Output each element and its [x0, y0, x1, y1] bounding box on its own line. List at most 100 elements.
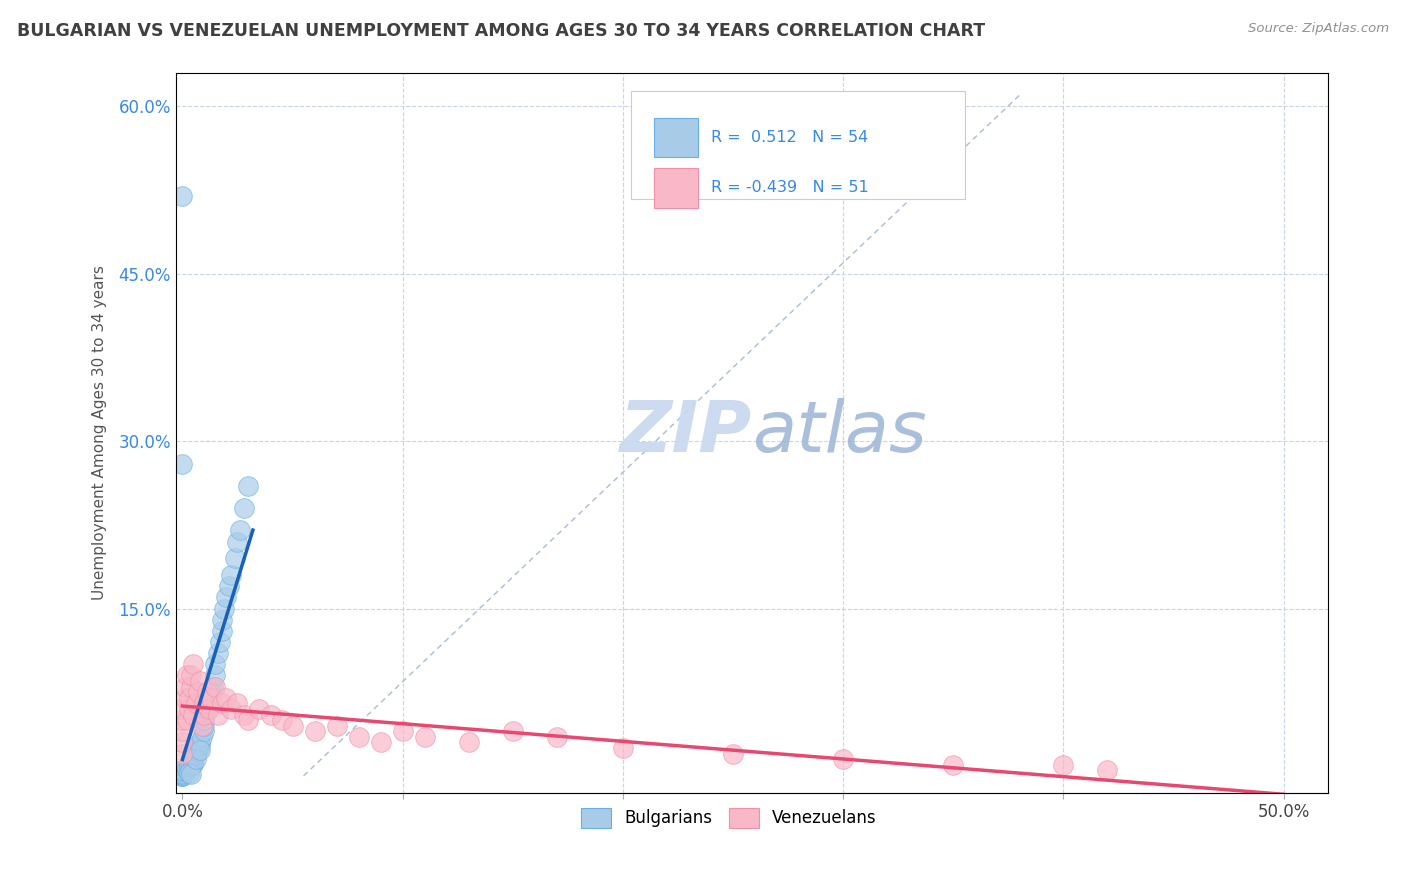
Point	[193, 713, 215, 727]
Bar	[654, 118, 697, 157]
Point	[172, 747, 194, 761]
Point	[188, 674, 211, 689]
Point	[325, 719, 347, 733]
Point	[224, 551, 246, 566]
Point	[188, 743, 211, 757]
Point	[173, 690, 195, 705]
Point	[721, 747, 744, 761]
Point	[219, 702, 242, 716]
Point	[193, 724, 215, 739]
Legend: Bulgarians, Venezuelans: Bulgarians, Venezuelans	[574, 801, 883, 835]
Point	[198, 697, 221, 711]
Point	[187, 744, 209, 758]
Point	[176, 713, 198, 727]
Point	[176, 764, 198, 778]
Point	[546, 730, 568, 744]
Point	[183, 748, 205, 763]
Point	[183, 756, 205, 770]
Point	[183, 752, 205, 766]
Point	[172, 765, 194, 780]
Point	[204, 668, 226, 682]
Point	[304, 724, 326, 739]
Point	[219, 568, 242, 582]
Point	[214, 601, 236, 615]
Point	[204, 657, 226, 672]
Point	[238, 479, 260, 493]
Point	[207, 646, 229, 660]
Point	[502, 724, 524, 739]
Point	[172, 724, 194, 739]
Point	[238, 713, 260, 727]
Point	[183, 756, 205, 771]
Point	[177, 761, 200, 775]
Point	[198, 690, 221, 705]
Point	[942, 757, 965, 772]
Point	[211, 613, 233, 627]
Point	[180, 757, 202, 772]
Text: ZIP: ZIP	[620, 399, 752, 467]
Point	[176, 668, 198, 682]
Point	[198, 702, 221, 716]
Point	[173, 680, 195, 694]
Point	[215, 591, 238, 605]
Point	[180, 766, 202, 780]
Point	[195, 702, 218, 716]
Point	[172, 188, 194, 202]
Point	[187, 685, 209, 699]
Point	[191, 719, 214, 733]
Text: atlas: atlas	[752, 399, 927, 467]
Point	[191, 730, 214, 744]
Point	[413, 730, 436, 744]
Point	[187, 741, 209, 756]
Point	[228, 524, 250, 538]
Point	[259, 707, 281, 722]
Point	[184, 747, 207, 761]
Point	[177, 690, 200, 705]
Point	[183, 657, 205, 672]
Text: R =  0.512   N = 54: R = 0.512 N = 54	[711, 130, 869, 145]
Point	[172, 735, 194, 749]
Point	[202, 680, 225, 694]
Point	[211, 624, 233, 638]
Point	[172, 766, 194, 780]
Point	[193, 707, 215, 722]
Point	[204, 680, 226, 694]
Point	[233, 501, 256, 516]
Bar	[654, 168, 697, 208]
Point	[180, 680, 202, 694]
Point	[177, 760, 200, 774]
Point	[176, 762, 198, 776]
Y-axis label: Unemployment Among Ages 30 to 34 years: Unemployment Among Ages 30 to 34 years	[93, 266, 107, 600]
Point	[172, 769, 194, 783]
Text: Source: ZipAtlas.com: Source: ZipAtlas.com	[1249, 22, 1389, 36]
Point	[270, 713, 292, 727]
Point	[180, 759, 202, 773]
Point	[391, 724, 413, 739]
Point	[200, 690, 222, 705]
Point	[347, 730, 370, 744]
Point	[172, 764, 194, 779]
Point	[457, 735, 479, 749]
Point	[612, 741, 634, 756]
Point	[172, 768, 194, 782]
Point	[195, 685, 218, 699]
Point	[233, 707, 256, 722]
Point	[207, 707, 229, 722]
Point	[226, 534, 249, 549]
Point	[193, 707, 215, 722]
Point	[184, 752, 207, 766]
Point	[172, 769, 194, 783]
FancyBboxPatch shape	[631, 91, 965, 199]
Point	[370, 735, 392, 749]
Point	[1052, 757, 1074, 772]
Point	[218, 579, 240, 593]
Point	[184, 697, 207, 711]
Point	[180, 668, 202, 682]
Text: BULGARIAN VS VENEZUELAN UNEMPLOYMENT AMONG AGES 30 TO 34 YEARS CORRELATION CHART: BULGARIAN VS VENEZUELAN UNEMPLOYMENT AMO…	[17, 22, 986, 40]
Text: R = -0.439   N = 51: R = -0.439 N = 51	[711, 180, 869, 195]
Point	[172, 713, 194, 727]
Point	[183, 707, 205, 722]
Point	[832, 752, 855, 766]
Point	[193, 697, 215, 711]
Point	[177, 765, 200, 780]
